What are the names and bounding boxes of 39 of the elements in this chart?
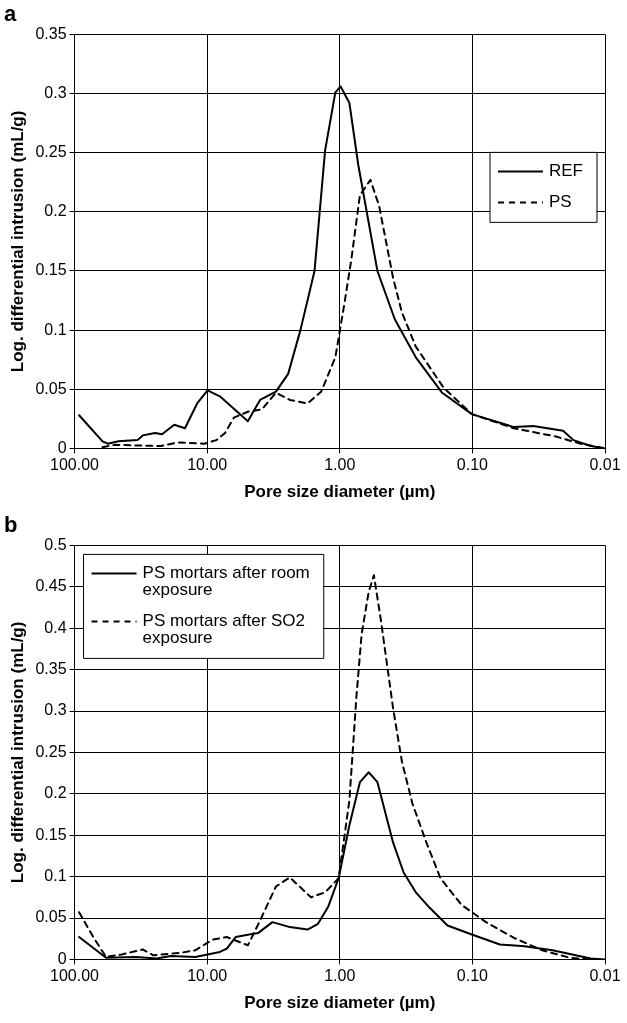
y-tick-label: 0.05 bbox=[35, 908, 67, 926]
y-tick-label: 0.25 bbox=[35, 742, 67, 760]
x-tick-label: 100.00 bbox=[50, 456, 100, 474]
x-tick-label: 10.00 bbox=[187, 456, 228, 474]
x-tick-label: 0.10 bbox=[456, 456, 489, 474]
y-tick-label: 0.35 bbox=[35, 660, 67, 678]
x-tick-label: 1.00 bbox=[324, 967, 356, 985]
y-tick-label: 0.15 bbox=[35, 261, 67, 279]
y-tick-label: 0.5 bbox=[44, 535, 67, 553]
y-axis-title: Log. differential intrusion (mL/g) bbox=[7, 621, 27, 884]
legend-label: PS mortars after room exposure bbox=[142, 562, 310, 599]
y-tick-label: 0.1 bbox=[44, 320, 67, 338]
x-axis-title: Pore size diameter (µm) bbox=[244, 993, 436, 1013]
chart-title: b bbox=[4, 512, 18, 538]
y-axis-title: Log. differential intrusion (mL/g) bbox=[7, 110, 27, 373]
y-tick-label: 0.2 bbox=[44, 784, 67, 802]
x-tick-label: 1.00 bbox=[324, 456, 356, 474]
y-tick-label: 0 bbox=[57, 438, 67, 456]
x-tick-label: 0.01 bbox=[589, 967, 621, 985]
y-tick-label: 0 bbox=[57, 949, 67, 967]
x-tick-label: 100.00 bbox=[50, 967, 100, 985]
legend-label: REF bbox=[549, 160, 583, 180]
x-tick-label: 0.10 bbox=[456, 967, 489, 985]
x-tick-label: 10.00 bbox=[187, 967, 228, 985]
y-tick-label: 0.4 bbox=[44, 618, 67, 636]
x-axis-title: Pore size diameter (µm) bbox=[244, 482, 436, 502]
y-tick-label: 0.05 bbox=[35, 379, 67, 397]
chart-title: a bbox=[4, 1, 17, 27]
y-tick-label: 0.25 bbox=[35, 143, 67, 161]
legend-label: PS bbox=[549, 191, 572, 211]
y-tick-label: 0.15 bbox=[35, 825, 67, 843]
y-tick-label: 0.45 bbox=[35, 577, 67, 595]
y-tick-label: 0.1 bbox=[44, 867, 67, 885]
x-tick-label: 0.01 bbox=[589, 456, 621, 474]
y-tick-label: 0.3 bbox=[44, 83, 67, 101]
y-tick-label: 0.2 bbox=[44, 202, 67, 220]
y-tick-label: 0.3 bbox=[44, 701, 67, 719]
y-tick-label: 0.35 bbox=[35, 24, 67, 42]
legend-label: PS mortars after SO2 exposure bbox=[142, 610, 306, 647]
